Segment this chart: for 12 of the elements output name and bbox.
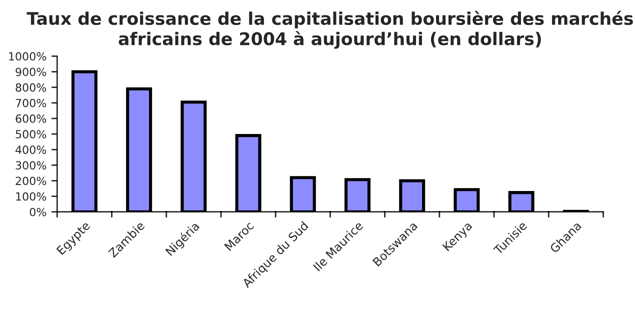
chart-title: Taux de croissance de la capitalisation boursière des marchés africains de 2004 à aujourd’hui (en dollars): [26, 10, 633, 49]
y-tick-label: 600%: [16, 114, 46, 123]
y-tick-label: 1000%: [9, 52, 46, 61]
y-tick-label: 100%: [16, 192, 46, 201]
y-tick-label: 800%: [16, 83, 46, 92]
y-tick-label: 200%: [16, 176, 46, 186]
y-tick-label: 900%: [16, 68, 46, 76]
y-tick-label: 0%: [30, 208, 46, 216]
y-tick-label: 500%: [16, 130, 46, 138]
y-tick-label: 300%: [16, 161, 46, 170]
y-tick-label: 700%: [16, 98, 46, 108]
y-tick-label: 400%: [16, 146, 46, 154]
